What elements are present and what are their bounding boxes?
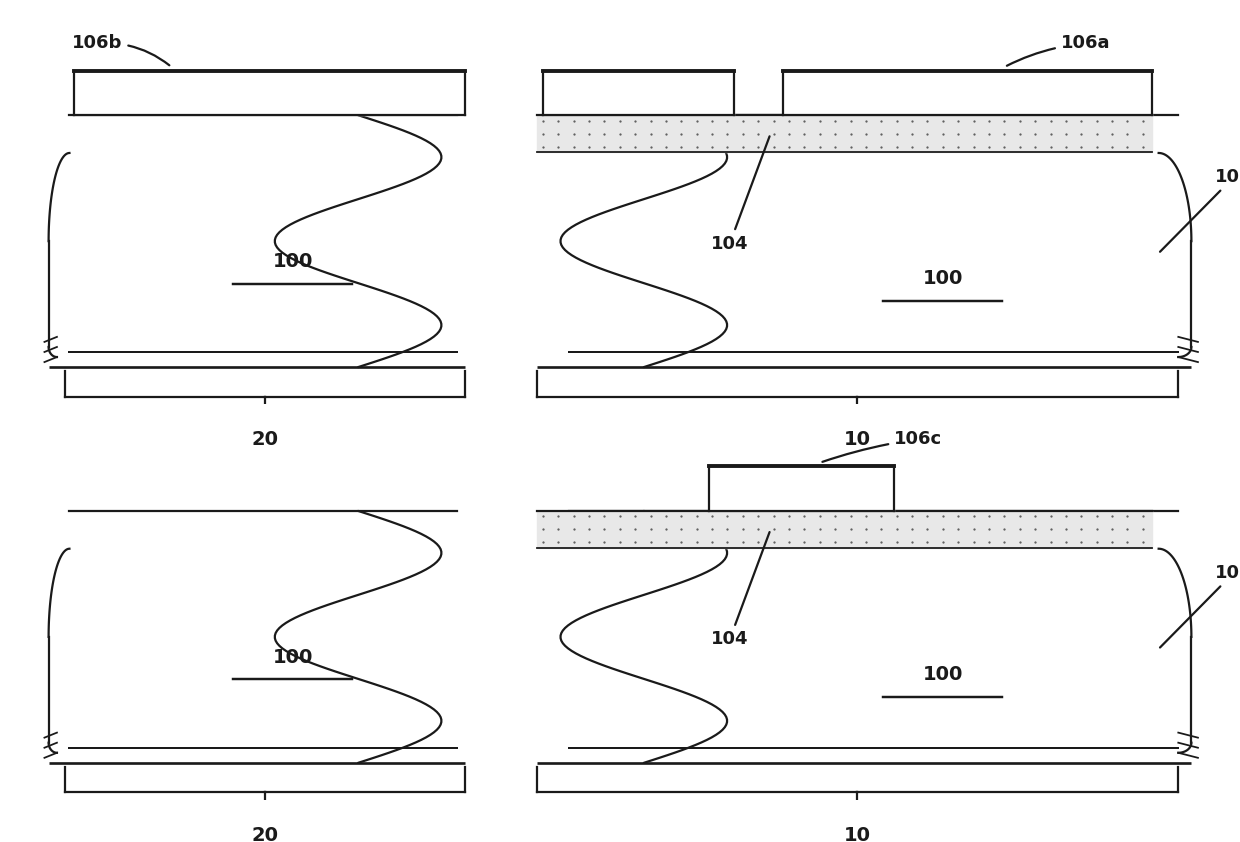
Text: 106b: 106b bbox=[72, 35, 170, 66]
Text: 106a: 106a bbox=[1007, 35, 1110, 66]
Text: 102: 102 bbox=[1159, 168, 1240, 252]
Text: 10: 10 bbox=[844, 826, 870, 842]
Text: 20: 20 bbox=[252, 430, 279, 449]
Text: 106c: 106c bbox=[822, 430, 942, 462]
Text: 100: 100 bbox=[273, 647, 312, 667]
Text: 100: 100 bbox=[923, 269, 962, 289]
Text: 100: 100 bbox=[273, 252, 312, 271]
Text: 20: 20 bbox=[252, 826, 279, 842]
Text: 104: 104 bbox=[711, 136, 770, 253]
Text: 100: 100 bbox=[923, 665, 962, 685]
Text: 102: 102 bbox=[1159, 563, 1240, 647]
Text: 104: 104 bbox=[711, 532, 770, 648]
Text: 10: 10 bbox=[844, 430, 870, 449]
